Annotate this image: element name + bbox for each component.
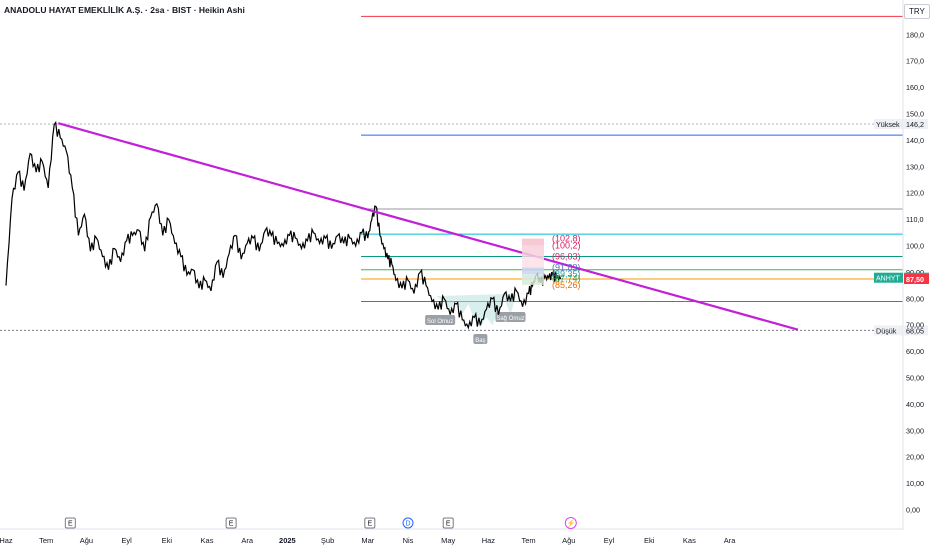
fib-level-label: (96,03) [552, 251, 581, 261]
pattern-label: Baş [473, 334, 488, 344]
currency-button[interactable]: TRY [904, 4, 930, 19]
price-tick-label: 50,00 [906, 374, 924, 383]
event-marker-symbol: E [68, 521, 73, 528]
level-value-text: 146,2 [906, 120, 924, 129]
price-tick-label: 10,00 [906, 479, 924, 488]
price-tick-label: 20,00 [906, 453, 924, 462]
time-tick-label: 2025 [279, 536, 296, 545]
price-tick-label: 40,00 [906, 400, 924, 409]
price-tick-label: 140,0 [906, 136, 924, 145]
time-tick-label: Ağu [562, 536, 575, 545]
level-label-text: Düşük [876, 326, 897, 335]
chart-title: ANADOLU HAYAT EMEKLİLİK A.Ş. · 2sa · BIS… [4, 5, 245, 15]
fib-level-label: (87,74) [552, 273, 581, 283]
price-tick-label: 170,0 [906, 57, 924, 66]
time-tick-label: Mar [361, 536, 374, 545]
time-tick-label: Eyl [121, 536, 132, 545]
event-marker-symbol: E [446, 521, 451, 528]
time-tick-label: Haz [482, 536, 496, 545]
price-tick-label: 100,0 [906, 242, 924, 251]
price-tick-label: 110,0 [906, 215, 923, 224]
time-tick-label: Ara [724, 536, 737, 545]
price-tick-label: 30,00 [906, 426, 924, 435]
pattern-label: Sol Omuz [425, 315, 456, 325]
price-tick-label: 120,0 [906, 189, 924, 198]
time-tick-label: Tem [39, 536, 53, 545]
price-tick-label: 90,00 [906, 268, 924, 277]
fib-zone [522, 245, 544, 257]
fib-level-label: (85,26) [552, 280, 581, 290]
time-tick-label: Nis [403, 536, 414, 545]
earnings-marker[interactable]: E [442, 517, 454, 529]
time-tick-label: Kas [683, 536, 696, 545]
price-tick-label: 70,00 [906, 321, 924, 330]
time-tick-label: Tem [522, 536, 536, 545]
time-tick-label: Eki [162, 536, 173, 545]
level-label-text: Yüksek [876, 120, 900, 129]
time-tick-label: Ağu [80, 536, 93, 545]
price-tick-label: 60,00 [906, 347, 924, 356]
pattern-label-text: Sol Omuz [427, 319, 453, 325]
earnings-marker[interactable]: E [64, 517, 76, 529]
earnings-marker[interactable]: E [364, 517, 376, 529]
event-marker[interactable]: ⚡ [564, 517, 577, 529]
time-tick-label: May [441, 536, 455, 545]
earnings-marker[interactable]: E [225, 517, 237, 529]
fib-level-label: (89,35) [552, 269, 581, 279]
fib-level-label: (100,2) [552, 240, 581, 250]
time-tick-label: Ara [241, 536, 254, 545]
event-marker-symbol: E [229, 521, 234, 528]
price-tick-label: 130,0 [906, 162, 924, 171]
pattern-label-text: Sağ Omuz [496, 316, 524, 322]
time-tick-label: Eyl [604, 536, 615, 545]
pattern-label: Sağ Omuz [495, 312, 526, 322]
price-tick-label: 180,0 [906, 30, 924, 39]
time-tick-label: Eki [644, 536, 655, 545]
price-tick-label: 150,0 [906, 110, 924, 119]
price-tick-label: 0,00 [906, 506, 920, 515]
time-tick-label: Haz [0, 536, 13, 545]
level-label: Yüksek 146,2 [874, 119, 928, 130]
event-marker-symbol: D [405, 521, 410, 528]
pattern-label-text: Baş [475, 338, 485, 344]
price-tick-label: 80,00 [906, 294, 924, 303]
time-tick-label: Şub [321, 536, 334, 545]
fib-zone [522, 267, 544, 275]
fib-zone [522, 238, 544, 246]
time-tick-label: Kas [201, 536, 214, 545]
last-price-tag: 87,50 [904, 274, 929, 284]
fib-zone [522, 274, 544, 279]
level-value-text: 68,05 [906, 326, 924, 335]
fib-zone [522, 278, 544, 285]
price-series-line[interactable] [5, 120, 562, 330]
fib-level-label: (91,89) [552, 262, 581, 272]
last-price-text: 87,50 [906, 275, 924, 284]
dividend-marker[interactable]: D [402, 517, 414, 529]
event-marker-symbol: ⚡ [566, 519, 575, 528]
symbol-tag-text: ANHYT [876, 276, 900, 283]
level-label: Düşük 68,05 [874, 325, 928, 336]
fib-level-label: (102,8) [552, 234, 581, 244]
trendline[interactable] [57, 122, 799, 331]
fib-zone [522, 256, 544, 268]
price-tick-label: 160,0 [906, 83, 924, 92]
event-marker-symbol: E [367, 521, 372, 528]
